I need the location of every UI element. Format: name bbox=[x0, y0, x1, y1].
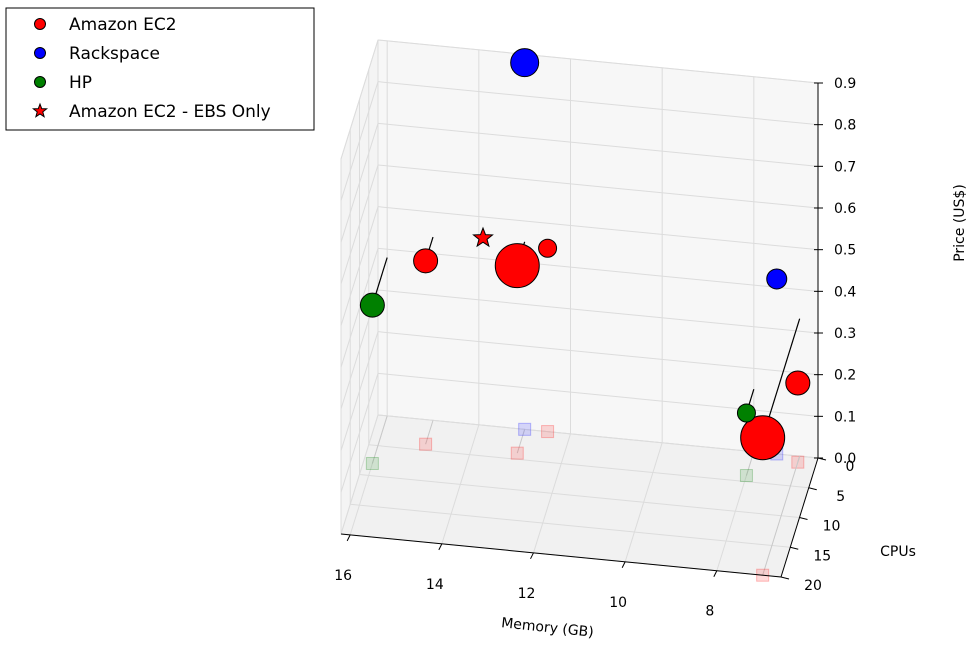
amazon-ec2-point bbox=[740, 415, 786, 461]
rackspace-point bbox=[766, 268, 788, 290]
x-tick-label: 16 bbox=[334, 568, 352, 584]
grid-line bbox=[340, 248, 379, 368]
grid-line bbox=[377, 164, 819, 209]
axis-lines bbox=[340, 82, 827, 580]
z-tick-label: 0.0 bbox=[834, 451, 856, 467]
z-tick-label: 0.3 bbox=[834, 326, 856, 342]
y-tick bbox=[808, 487, 817, 491]
amazon-ec2-ebs-only-point bbox=[472, 226, 494, 248]
x-tick bbox=[438, 543, 443, 551]
rackspace-point bbox=[510, 48, 540, 78]
grid-line bbox=[377, 247, 819, 292]
z-tick-label: 0.9 bbox=[834, 76, 856, 92]
grid-line bbox=[340, 164, 379, 285]
z-tick-label: 0.4 bbox=[834, 284, 856, 300]
x-tick bbox=[530, 552, 534, 560]
floor-marker bbox=[541, 425, 555, 439]
legend-marker-amazon-ec2-ebs-only bbox=[31, 102, 49, 118]
floor-marker bbox=[510, 446, 524, 460]
grid-line bbox=[340, 81, 379, 201]
z-tick-label: 0.7 bbox=[834, 159, 856, 175]
legend: Amazon EC2 Rackspace HP Amazon EC2 - EBS On… bbox=[5, 7, 315, 131]
amazon-ec2-point bbox=[494, 243, 540, 289]
amazon-ec2-point bbox=[538, 238, 558, 258]
z-tick-label: 0.6 bbox=[834, 201, 856, 217]
y-tick bbox=[799, 517, 808, 520]
amazon-ec2-point bbox=[785, 370, 811, 396]
x-tick bbox=[713, 570, 718, 577]
legend-label-amazon-ec2: Amazon EC2 bbox=[69, 15, 177, 35]
grid-line bbox=[340, 414, 379, 535]
floor-stem bbox=[371, 415, 388, 464]
hp-point bbox=[736, 403, 756, 423]
y-axis-label: CPUs bbox=[880, 544, 916, 560]
grid-line bbox=[359, 474, 800, 518]
y-tick-label: 15 bbox=[813, 548, 831, 564]
y-tick-label: 5 bbox=[836, 489, 845, 505]
legend-marker-amazon-ec2 bbox=[34, 18, 46, 30]
x-axis-label: Memory (GB) bbox=[500, 615, 594, 641]
z-tick-label: 0.5 bbox=[834, 243, 856, 259]
y-tick-label: 20 bbox=[804, 578, 822, 594]
floor-stem bbox=[516, 429, 526, 454]
grid-line bbox=[340, 206, 379, 326]
z-tick-label: 0.2 bbox=[834, 368, 856, 384]
floor-marker bbox=[419, 437, 433, 451]
y-tick bbox=[780, 576, 790, 580]
x-tick bbox=[621, 561, 626, 568]
tick-labels: 16 14 12 10 8 05 10 15 20 0.0 0.1 0.2 0.3 0.4 0.5 0.6 0.… bbox=[334, 76, 856, 620]
grid-line bbox=[377, 206, 819, 251]
x-tick-label: 12 bbox=[518, 586, 536, 602]
x-tick-label: 10 bbox=[609, 595, 627, 611]
grid-line bbox=[377, 331, 819, 376]
floor-marker bbox=[518, 422, 532, 436]
hp-point bbox=[359, 292, 385, 318]
floor-stem bbox=[762, 456, 801, 576]
amazon-ec2-point bbox=[413, 248, 439, 274]
grid-line bbox=[350, 503, 791, 548]
grid-line bbox=[340, 39, 379, 160]
x-tick bbox=[346, 534, 351, 542]
grid-line bbox=[377, 81, 819, 126]
grid-line bbox=[377, 122, 819, 167]
grid-line bbox=[377, 39, 819, 84]
y-tick-label: 10 bbox=[823, 519, 841, 535]
floor-marker bbox=[365, 456, 379, 470]
data-points bbox=[359, 48, 811, 461]
x-tick-label: 14 bbox=[426, 577, 444, 593]
grid-line bbox=[377, 289, 819, 334]
floor-marker bbox=[739, 469, 753, 483]
legend-marker-rackspace bbox=[34, 47, 46, 59]
floor-stem bbox=[425, 420, 434, 445]
legend-marker-hp bbox=[34, 76, 46, 88]
z-tick-label: 0.1 bbox=[834, 409, 856, 425]
grid-line bbox=[368, 444, 809, 489]
grid-line bbox=[340, 123, 379, 243]
x-axis-line bbox=[340, 533, 782, 578]
grid-line bbox=[340, 373, 379, 493]
x-tick-label: 8 bbox=[705, 604, 714, 620]
z-tick-label: 0.8 bbox=[834, 118, 856, 134]
grid-line bbox=[340, 331, 379, 451]
legend-label-hp: HP bbox=[69, 73, 92, 93]
y-tick-label: 0 bbox=[846, 459, 855, 475]
legend-label-rackspace: Rackspace bbox=[69, 44, 160, 64]
legend-label-amazon-ec2-ebs-only: Amazon EC2 - EBS Only bbox=[69, 102, 271, 122]
y-tick bbox=[790, 546, 799, 550]
z-axis-label: Price (US$) bbox=[952, 184, 968, 262]
legend-frame bbox=[5, 7, 315, 131]
